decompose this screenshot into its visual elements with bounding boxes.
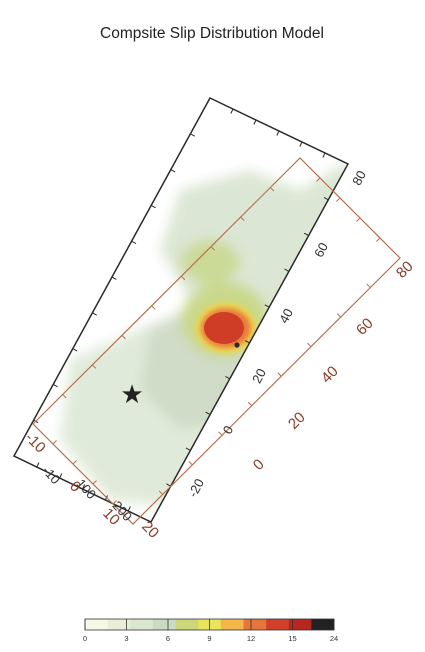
colorbar-tick-label: 24 [330, 634, 338, 643]
brown-tick [112, 500, 117, 505]
colorbar-cell [107, 619, 131, 630]
colorbar-tick-label: 3 [124, 634, 128, 643]
black-tick [225, 375, 231, 380]
colorbar-cell [288, 619, 312, 630]
brown-tick [62, 394, 67, 399]
brown-tick [307, 342, 312, 348]
epicenter-star: ★ [120, 380, 143, 410]
brown-tick [180, 275, 186, 281]
black-tick [92, 312, 98, 316]
black-tick [323, 196, 329, 201]
black-tick [284, 268, 290, 272]
black-tick [131, 240, 137, 245]
black-fault-tick-label: -10 [39, 463, 63, 487]
brown-tick [72, 460, 77, 465]
black-tick [111, 276, 117, 280]
colorbar-tick-label: 0 [83, 634, 87, 643]
brown-fault-tick-label: 20 [138, 518, 162, 542]
black-tick [253, 119, 257, 125]
colorbar-cell [266, 619, 290, 630]
brown-tick [277, 372, 282, 377]
brown-fault-tick-label: 40 [318, 363, 342, 387]
brown-tick [158, 490, 164, 495]
black-tick [322, 152, 326, 158]
black-tick [170, 169, 176, 173]
brown-fault-tick-label: 0 [250, 456, 268, 474]
slip-patch-right-yellow [274, 338, 302, 354]
colorbar-cell [85, 619, 108, 630]
black-fault-ticks [33, 108, 329, 512]
brown-tick [240, 216, 245, 222]
slip-heatmap [60, 160, 348, 510]
colorbar-cell [175, 619, 199, 630]
black-tick [276, 130, 280, 136]
black-tick [52, 383, 58, 388]
colorbar-cell [152, 619, 176, 630]
brown-fault-tick-label: 20 [285, 409, 309, 433]
hypocenter-dot [234, 342, 240, 348]
black-tick [230, 108, 234, 114]
black-tick [244, 340, 250, 344]
black-tick [59, 473, 63, 479]
brown-tick [91, 364, 97, 369]
black-tick [264, 304, 270, 308]
brown-tick [247, 401, 253, 407]
brown-tick [188, 460, 193, 466]
brown-tick [356, 217, 361, 222]
black-tick [166, 483, 171, 487]
brown-tick [336, 313, 342, 318]
black-tick [72, 348, 78, 352]
brown-tick [376, 237, 381, 242]
slip-patch-right-green [248, 325, 312, 365]
brown-tick [316, 177, 321, 182]
black-fault-tick-label: 40 [276, 306, 296, 326]
black-tick [205, 411, 211, 416]
black-tick [36, 462, 40, 468]
colorbar-cell [243, 619, 267, 630]
brown-tick [121, 334, 126, 340]
chart-title: Compsite Slip Distribution Model [100, 25, 324, 42]
brown-fault-ticks [52, 177, 381, 505]
brown-tick [218, 431, 223, 436]
brown-tick [366, 283, 371, 288]
colorbar-tick-label: 6 [166, 634, 170, 643]
colorbar-cell [220, 619, 244, 630]
colorbar: 0 3 6 9 12 15 24 [83, 618, 338, 643]
brown-tick [92, 480, 97, 485]
colorbar-tick-label: 9 [207, 634, 211, 643]
colorbar-cell [130, 619, 154, 630]
black-tick [303, 232, 309, 237]
black-fault-tick-label: 60 [311, 240, 331, 260]
black-fault-tick-label: 20 [249, 366, 269, 386]
black-tick [127, 506, 131, 512]
brown-tick [269, 187, 275, 192]
brown-tick [52, 440, 57, 445]
colorbar-cell [311, 619, 335, 630]
colorbar-tick-label: 12 [247, 634, 255, 643]
slip-patch-main-red [204, 312, 244, 344]
black-fault-tick-label: -20 [185, 476, 207, 500]
black-fault-tick-label: 80 [349, 168, 369, 188]
black-tick [299, 141, 303, 147]
black-tick [185, 447, 191, 451]
black-tick [150, 204, 156, 209]
brown-tick [210, 246, 215, 251]
black-tick [82, 484, 86, 490]
colorbar-tick-label: 15 [288, 634, 296, 643]
brown-tick [151, 305, 156, 310]
brown-tick [336, 197, 341, 202]
brown-fault-tick-label: 60 [353, 315, 377, 339]
black-tick [190, 133, 196, 137]
slip-patch-upper-green [180, 240, 240, 284]
